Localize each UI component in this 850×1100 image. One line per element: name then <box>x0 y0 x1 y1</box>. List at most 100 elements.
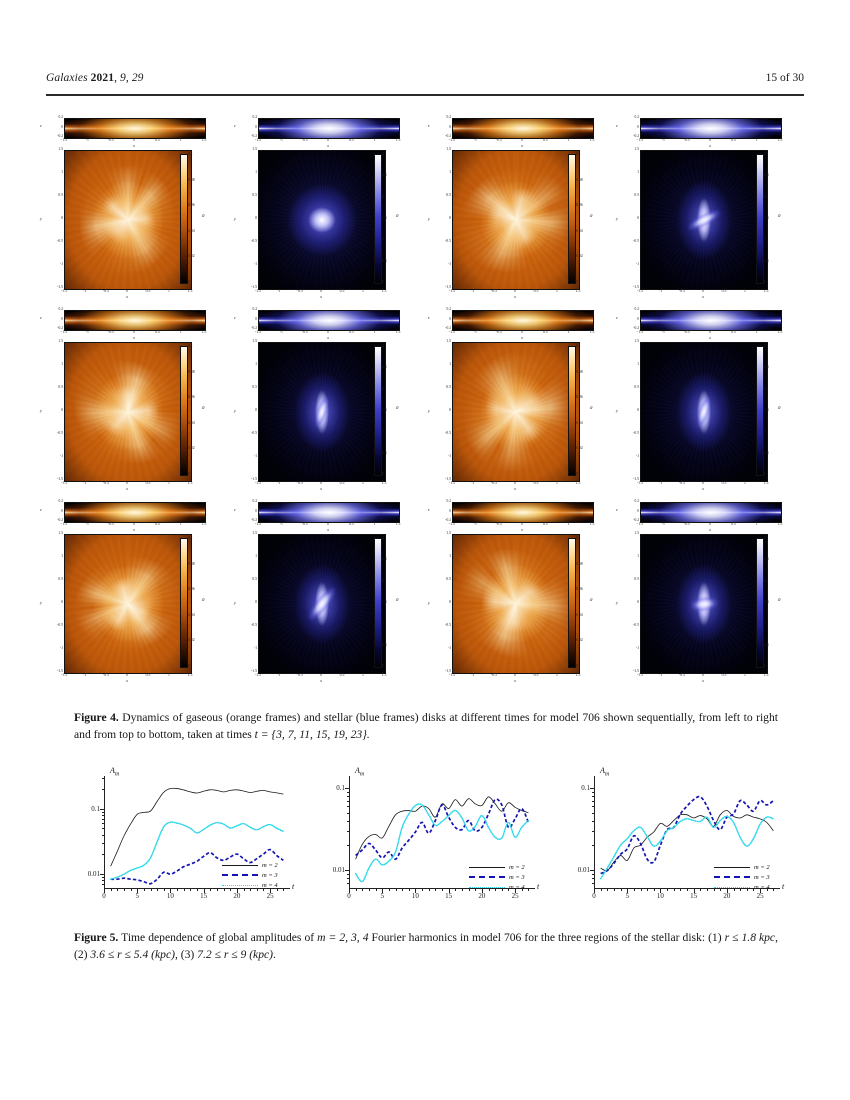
main-y-tick: 0 <box>637 408 639 412</box>
main-x-tick: 0 <box>320 481 322 485</box>
y-tick-minor <box>591 795 595 797</box>
colorbar: 0.1 0.08 0.06 0.04 0.02 0 σ <box>180 150 230 290</box>
strip-y-tick: -0.2 <box>445 326 451 330</box>
strip-x-tick-labels: -1.5 -1 -0.5 0 0.5 1 1.5 <box>636 522 782 530</box>
strip-x-tick: -1.5 <box>636 522 644 526</box>
main-x-tick: -1.5 <box>60 289 68 293</box>
main-y-tick: -1 <box>59 646 63 650</box>
colorbar-tick: 0.1 <box>188 152 193 156</box>
x-tick-major <box>349 888 350 893</box>
colorbar-tick: 1 <box>764 237 766 242</box>
stellar-particle-noise <box>259 343 385 481</box>
main-y-tick-labels: 1.5 1 0.5 0 -0.5 -1 -1.5 <box>435 147 451 291</box>
strip-x-tick: 1.5 <box>395 330 401 334</box>
face-on-disk-image <box>258 342 386 482</box>
main-y-tick: -1.5 <box>632 669 639 673</box>
strip-y-tick: 0.2 <box>446 115 452 119</box>
strip-y-axis-title: z <box>234 316 236 320</box>
main-y-tick-labels: 1.5 1 0.5 0 -0.5 -1 -1.5 <box>435 339 451 483</box>
gas-flocculent-texture <box>453 343 579 481</box>
gas-disk-surface-density <box>65 151 191 289</box>
strip-x-tick: 1 <box>755 138 758 142</box>
running-header: Galaxies 2021, 9, 29 15 of 30 <box>46 72 804 84</box>
main-x-tick: 1.5 <box>381 289 387 293</box>
strip-x-tick-labels: -1.5 -1 -0.5 0 0.5 1 1.5 <box>449 138 594 146</box>
main-y-axis-title: y <box>234 408 236 413</box>
main-x-tick: 0.5 <box>145 481 151 485</box>
y-tick-minor <box>346 873 350 875</box>
stellar-edge-on-density <box>259 503 399 522</box>
x-tick-minor <box>706 888 708 891</box>
main-x-tick: 0 <box>514 289 516 293</box>
main-x-tick: -0.5 <box>296 289 304 293</box>
series-line-m4 <box>354 803 530 883</box>
strip-x-tick: -0.5 <box>495 138 502 142</box>
x-tick-minor <box>210 888 212 891</box>
legend-swatch <box>222 884 258 886</box>
colorbar-tick: 2 <box>382 194 384 199</box>
series-line-m2 <box>355 796 529 860</box>
strip-y-tick: 0.2 <box>446 499 452 503</box>
x-tick-major <box>760 888 762 893</box>
figure-5-label: Figure 5. <box>74 931 119 944</box>
face-on-disk-image <box>640 150 768 290</box>
main-y-axis-title: y <box>40 600 42 605</box>
y-tick-minor <box>101 883 105 885</box>
x-tick-minor <box>408 888 410 891</box>
x-tick-label: 10 <box>656 892 664 900</box>
figure-4-panel-star-t3: 0.2 0 -0.2 z -1.5 -1 -0.5 0 0.5 1 1.5 x 1.5 1 0.5 0 -0.5… <box>234 114 430 300</box>
x-tick-minor <box>753 888 755 891</box>
colorbar-tick-labels: 3 2.5 2 1.5 1 0.5 0 <box>764 150 788 286</box>
figure-4-row: 0.2 0 -0.2 z -1.5 -1 -0.5 0 0.5 1 1.5 x 1.5 1 0.5 0 -0.5… <box>40 306 808 492</box>
colorbar-tick: 0.5 <box>382 258 387 263</box>
colorbar-tick: 0 <box>764 664 766 668</box>
main-y-axis-title: y <box>40 408 42 413</box>
strip-y-tick-labels: 0.2 0 -0.2 <box>47 498 63 526</box>
x-tick-minor <box>455 888 457 891</box>
y-tick-minor <box>591 877 595 879</box>
main-y-tick: -1.5 <box>56 285 63 289</box>
colorbar-tick: 1 <box>382 237 384 242</box>
stellar-colorbar-gradient <box>756 154 764 284</box>
main-y-tick: 1.5 <box>58 147 63 151</box>
x-tick-label: 0 <box>102 892 106 900</box>
main-y-tick: -1.5 <box>250 669 257 673</box>
y-tick-minor <box>591 830 595 832</box>
main-x-tick-labels: -1.5 -1 -0.5 0 0.5 1 1.5 <box>61 673 192 681</box>
x-tick-major <box>515 888 517 893</box>
x-tick-minor <box>673 888 675 891</box>
figure-5-caption-text-4: , (3) <box>174 948 198 962</box>
main-x-tick-labels: -1.5 -1 -0.5 0 0.5 1 1.5 <box>255 481 386 489</box>
main-x-tick: 0.5 <box>533 289 539 293</box>
x-tick-minor <box>368 888 370 891</box>
strip-x-tick: 0.5 <box>154 330 160 334</box>
strip-x-tick: -1.5 <box>254 138 262 142</box>
main-x-tick: 0.5 <box>339 481 345 485</box>
strip-y-tick: 0 <box>255 509 257 513</box>
main-x-axis-title: x <box>702 678 704 683</box>
legend-swatch <box>714 886 750 888</box>
colorbar-tick: 2.5 <box>764 557 769 562</box>
colorbar-tick: 0.08 <box>188 561 195 566</box>
y-axis-line <box>104 776 105 888</box>
strip-x-axis-title: x <box>327 335 329 340</box>
gas-edge-on-density <box>65 119 205 138</box>
x-tick-minor <box>216 888 218 891</box>
main-y-axis-title: y <box>428 600 430 605</box>
colorbar-tick: 0 <box>188 280 190 284</box>
main-x-tick: 1.5 <box>575 289 581 293</box>
main-x-tick: -1.5 <box>60 481 68 485</box>
edge-on-strip-image <box>452 118 594 139</box>
strip-y-tick: 0 <box>637 125 639 129</box>
strip-y-tick: 0 <box>637 509 639 513</box>
main-y-tick: 0 <box>61 216 63 220</box>
main-x-tick: 0 <box>126 673 128 677</box>
x-tick-label: 15 <box>200 892 208 900</box>
face-on-disk-image <box>640 342 768 482</box>
strip-x-tick-labels: -1.5 -1 -0.5 0 0.5 1 1.5 <box>61 330 206 338</box>
strip-x-tick: -0.5 <box>683 138 690 142</box>
colorbar-tick: 0.08 <box>576 177 583 182</box>
edge-on-strip-image <box>64 310 206 331</box>
main-y-tick: -0.5 <box>632 431 639 435</box>
figure-4-caption-math: t = {3, 7, 11, 15, 19, 23}. <box>254 728 370 742</box>
